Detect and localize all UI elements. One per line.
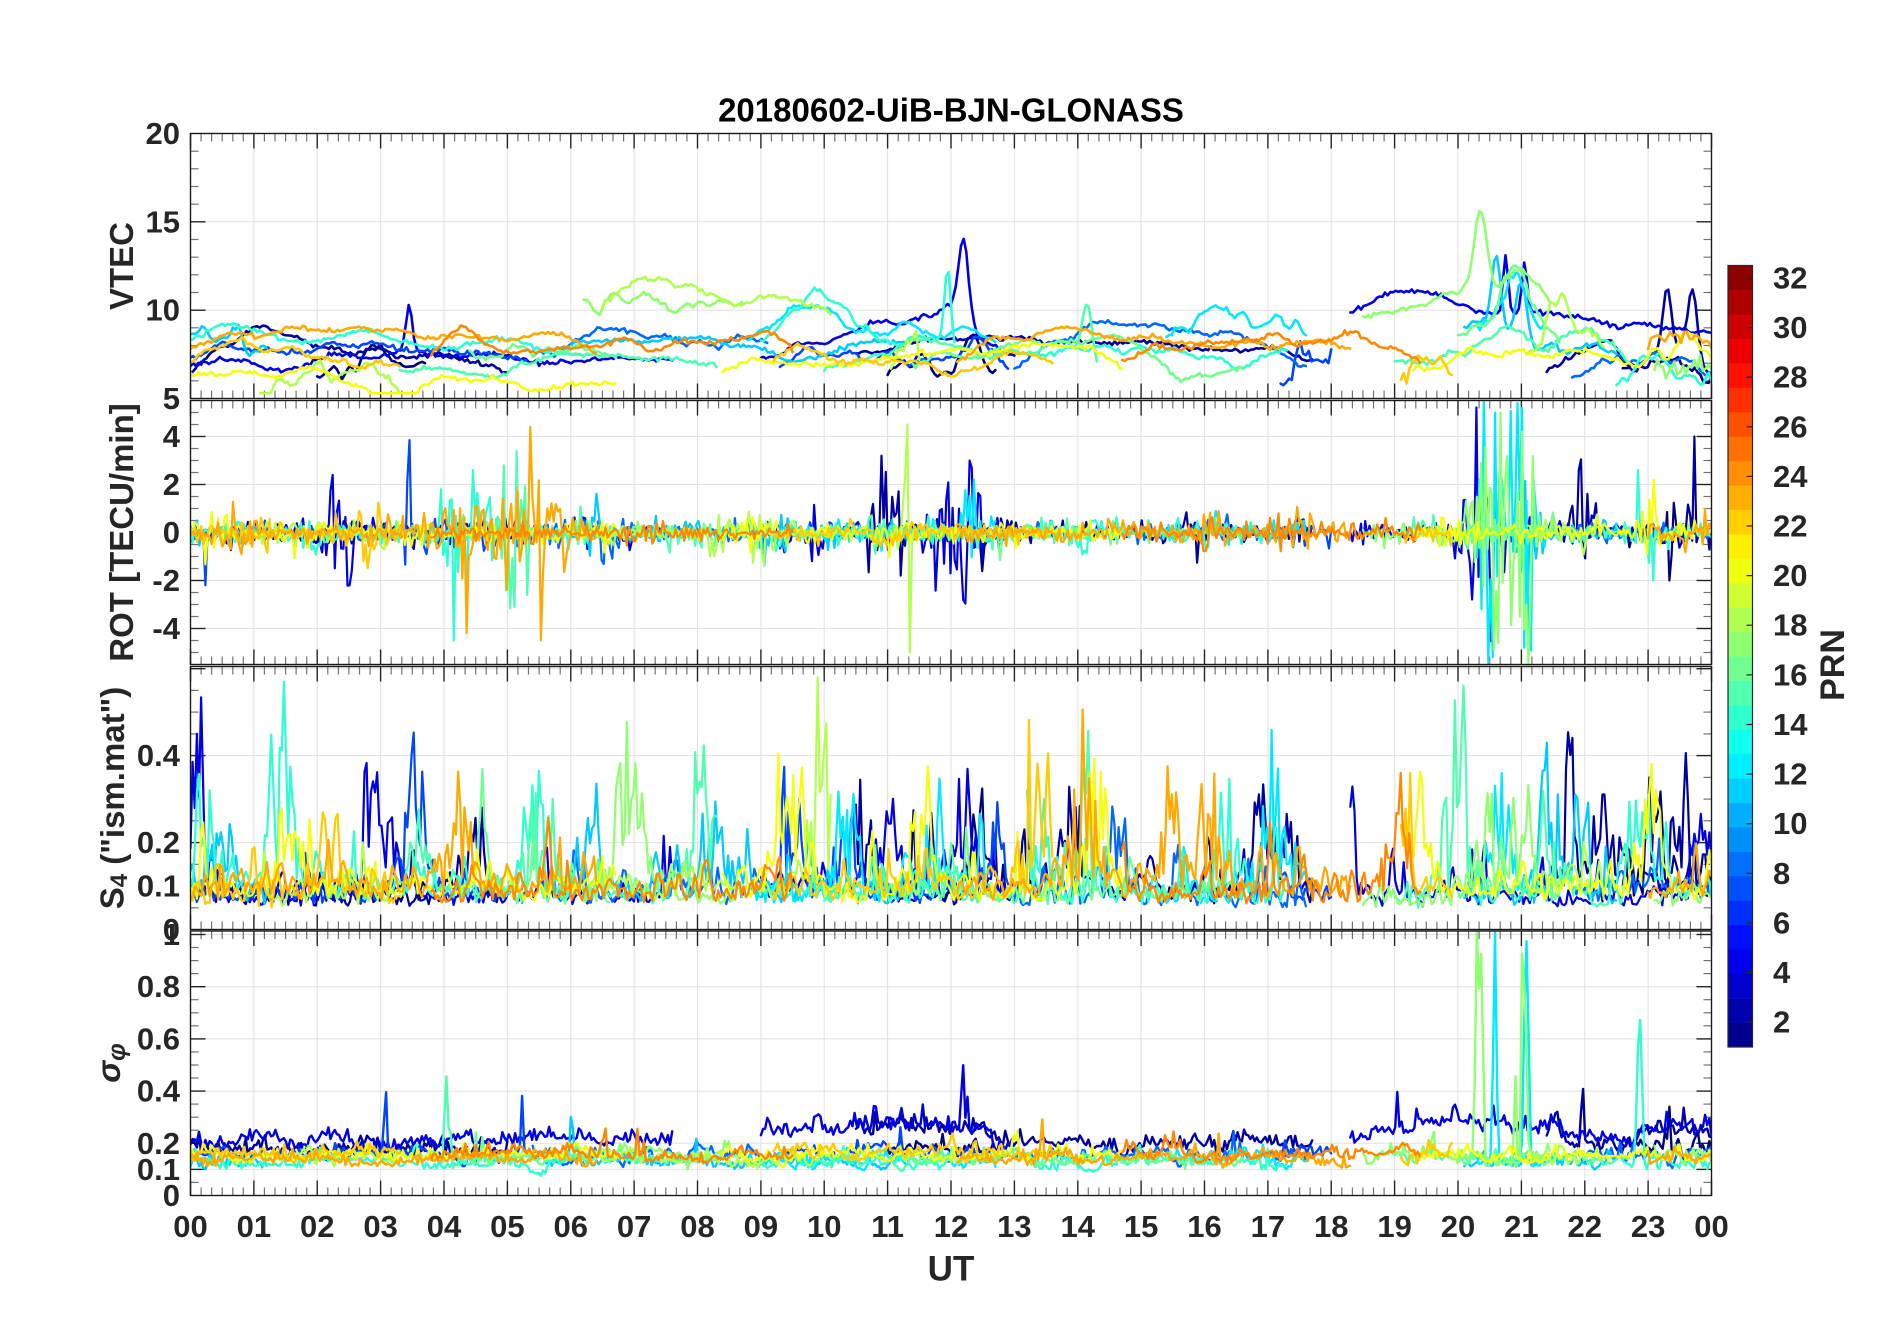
svg-text:10: 10 [1773, 806, 1807, 841]
svg-text:6: 6 [1773, 906, 1790, 941]
svg-text:13: 13 [997, 1209, 1031, 1244]
svg-text:-4: -4 [152, 611, 180, 646]
svg-text:01: 01 [237, 1209, 271, 1244]
svg-text:30: 30 [1773, 310, 1807, 345]
svg-text:0.1: 0.1 [137, 869, 180, 904]
svg-text:07: 07 [617, 1209, 651, 1244]
svg-text:00: 00 [173, 1209, 207, 1244]
svg-text:2: 2 [163, 467, 180, 502]
svg-text:22: 22 [1568, 1209, 1602, 1244]
svg-text:10: 10 [807, 1209, 841, 1244]
svg-text:23: 23 [1631, 1209, 1665, 1244]
svg-text:05: 05 [490, 1209, 524, 1244]
svg-text:VTEC: VTEC [103, 222, 140, 310]
svg-text:0: 0 [163, 515, 180, 550]
svg-text:1: 1 [163, 917, 180, 952]
svg-text:UT: UT [928, 1250, 975, 1289]
svg-text:06: 06 [554, 1209, 588, 1244]
svg-text:32: 32 [1773, 260, 1807, 295]
svg-text:20: 20 [1773, 558, 1807, 593]
svg-text:08: 08 [680, 1209, 714, 1244]
svg-text:09: 09 [744, 1209, 778, 1244]
svg-text:0.8: 0.8 [137, 969, 180, 1004]
svg-text:12: 12 [1773, 757, 1807, 792]
svg-text:20: 20 [146, 116, 180, 151]
svg-text:20180602-UiB-BJN-GLONASS: 20180602-UiB-BJN-GLONASS [718, 92, 1184, 129]
svg-text:0: 0 [163, 1178, 180, 1213]
svg-text:22: 22 [1773, 509, 1807, 544]
svg-text:28: 28 [1773, 360, 1807, 395]
svg-text:0: 0 [163, 912, 180, 947]
svg-text:00: 00 [1694, 1209, 1728, 1244]
svg-text:17: 17 [1251, 1209, 1285, 1244]
svg-text:03: 03 [363, 1209, 397, 1244]
svg-text:ROT [TECU/min]: ROT [TECU/min] [103, 403, 140, 661]
svg-text:0.4: 0.4 [137, 738, 181, 773]
svg-text:0.4: 0.4 [137, 1074, 181, 1109]
svg-text:16: 16 [1773, 657, 1807, 692]
svg-text:2: 2 [1773, 1005, 1790, 1040]
svg-text:8: 8 [1773, 856, 1790, 891]
svg-text:24: 24 [1773, 459, 1808, 494]
svg-text:15: 15 [1124, 1209, 1158, 1244]
svg-text:PRN: PRN [1814, 629, 1852, 701]
svg-text:15: 15 [146, 204, 180, 239]
svg-text:18: 18 [1773, 608, 1807, 643]
svg-text:02: 02 [300, 1209, 334, 1244]
svg-text:12: 12 [934, 1209, 968, 1244]
svg-text:0.6: 0.6 [137, 1021, 180, 1056]
svg-text:11: 11 [871, 1209, 904, 1244]
svg-text:04: 04 [427, 1209, 462, 1244]
svg-text:18: 18 [1314, 1209, 1348, 1244]
svg-text:5: 5 [163, 381, 180, 416]
svg-text:4: 4 [163, 419, 181, 454]
svg-text:0.2: 0.2 [137, 825, 180, 860]
svg-text:0.2: 0.2 [137, 1126, 180, 1161]
svg-text:14: 14 [1061, 1209, 1096, 1244]
svg-text:S4 ("ism.mat"): S4 ("ism.mat") [94, 687, 133, 910]
svg-text:4: 4 [1773, 955, 1791, 990]
svg-text:16: 16 [1187, 1209, 1221, 1244]
svg-text:σφ: σφ [90, 1043, 132, 1083]
svg-text:10: 10 [146, 293, 180, 328]
svg-text:20: 20 [1441, 1209, 1475, 1244]
svg-text:21: 21 [1504, 1209, 1538, 1244]
svg-text:26: 26 [1773, 409, 1807, 444]
svg-text:19: 19 [1377, 1209, 1411, 1244]
svg-text:14: 14 [1773, 707, 1808, 742]
svg-text:-2: -2 [152, 563, 180, 598]
svg-text:0.1: 0.1 [137, 1152, 180, 1187]
